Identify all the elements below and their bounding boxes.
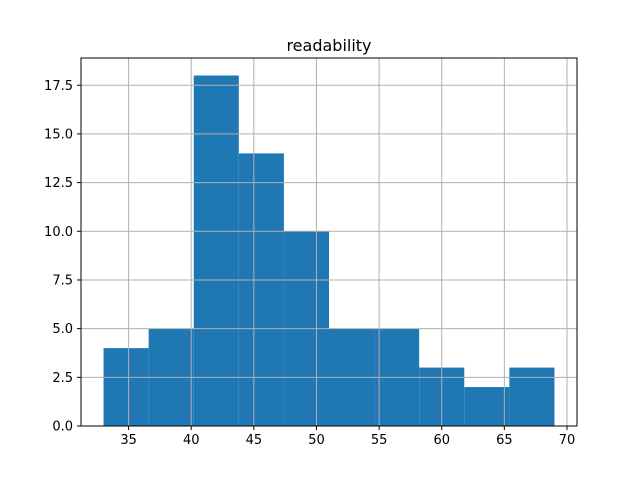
x-tick-label: 50	[308, 433, 325, 448]
histogram-bar	[509, 367, 555, 426]
histogram-bar	[464, 387, 510, 426]
y-tick-label: 0.0	[52, 420, 73, 435]
grid-layer	[81, 58, 577, 427]
x-tick-label: 45	[246, 433, 263, 448]
y-tick-label: 15.0	[44, 127, 73, 142]
histogram-bar	[103, 348, 149, 426]
y-tick-label: 5.0	[52, 322, 73, 337]
x-tick-label: 60	[433, 433, 450, 448]
bars-layer	[103, 75, 555, 427]
x-tick-label: 65	[496, 433, 513, 448]
histogram-bar	[238, 153, 284, 426]
x-tick-label: 35	[120, 433, 137, 448]
y-tick-label: 17.5	[44, 79, 73, 94]
axes-layer: 35 40 45 50 55 60 65 70 0.0 2.5 5.0 7.5 10.0 12.5 15.0…	[44, 57, 578, 448]
y-tick-label: 2.5	[52, 371, 73, 386]
chart-title: readability	[286, 36, 371, 55]
y-tick-label: 10.0	[44, 225, 73, 240]
x-tick-label: 55	[371, 433, 388, 448]
x-tick-label: 70	[559, 433, 576, 448]
plot-frame	[80, 57, 578, 427]
y-tick-label: 12.5	[44, 176, 73, 191]
x-tick-label: 40	[183, 433, 200, 448]
y-tick-label: 7.5	[52, 273, 73, 288]
histogram-bar	[193, 75, 239, 427]
